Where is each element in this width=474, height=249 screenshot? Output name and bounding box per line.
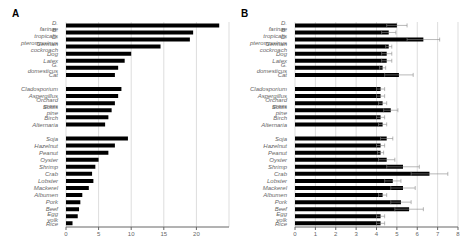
svg-text:Peanut: Peanut	[268, 150, 287, 156]
svg-text:Shrimp: Shrimp	[268, 164, 288, 170]
svg-text:Cat: Cat	[49, 72, 59, 78]
svg-text:Peanut: Peanut	[39, 150, 58, 156]
svg-text:Mackerel: Mackerel	[34, 185, 59, 191]
svg-text:Cladosporium: Cladosporium	[21, 86, 58, 92]
svg-text:10: 10	[128, 231, 135, 237]
svg-text:1: 1	[314, 231, 318, 237]
svg-text:Lobster: Lobster	[38, 178, 59, 184]
svg-text:Mackerel: Mackerel	[263, 185, 288, 191]
svg-text:Birch: Birch	[273, 115, 287, 121]
svg-text:Crab: Crab	[274, 171, 288, 177]
svg-text:Dog: Dog	[47, 51, 59, 57]
svg-text:Shrimp: Shrimp	[39, 164, 59, 170]
svg-text:Rice: Rice	[46, 221, 59, 227]
svg-text:4: 4	[375, 231, 379, 237]
svg-text:Soja: Soja	[46, 136, 59, 142]
svg-text:Crab: Crab	[45, 171, 59, 177]
svg-text:2: 2	[334, 231, 338, 237]
svg-text:15: 15	[160, 231, 167, 237]
svg-text:Oyster: Oyster	[269, 157, 288, 163]
svg-text:0: 0	[293, 231, 297, 237]
svg-text:Hazelnut: Hazelnut	[34, 143, 58, 149]
svg-text:Birch: Birch	[44, 115, 58, 121]
svg-text:Albumen: Albumen	[33, 192, 58, 198]
svg-text:Pork: Pork	[275, 199, 288, 205]
svg-text:Lobster: Lobster	[267, 178, 288, 184]
svg-text:Hazelnut: Hazelnut	[263, 143, 287, 149]
svg-text:0: 0	[64, 231, 68, 237]
svg-text:3: 3	[354, 231, 358, 237]
svg-text:7: 7	[436, 231, 440, 237]
svg-text:20: 20	[193, 231, 200, 237]
svg-text:Rice: Rice	[275, 221, 288, 227]
svg-text:Dog: Dog	[276, 51, 288, 57]
svg-text:Alternaria: Alternaria	[31, 122, 58, 128]
svg-text:Pork: Pork	[46, 199, 59, 205]
svg-text:8: 8	[456, 231, 460, 237]
svg-text:Albumen: Albumen	[262, 192, 287, 198]
svg-text:Cladosporium: Cladosporium	[250, 86, 287, 92]
svg-text:5: 5	[395, 231, 399, 237]
svg-text:Oyster: Oyster	[40, 157, 59, 163]
svg-text:5: 5	[97, 231, 101, 237]
svg-text:Cat: Cat	[278, 72, 288, 78]
svg-text:Alternaria: Alternaria	[260, 122, 287, 128]
svg-text:Soja: Soja	[275, 136, 288, 142]
svg-text:6: 6	[416, 231, 420, 237]
